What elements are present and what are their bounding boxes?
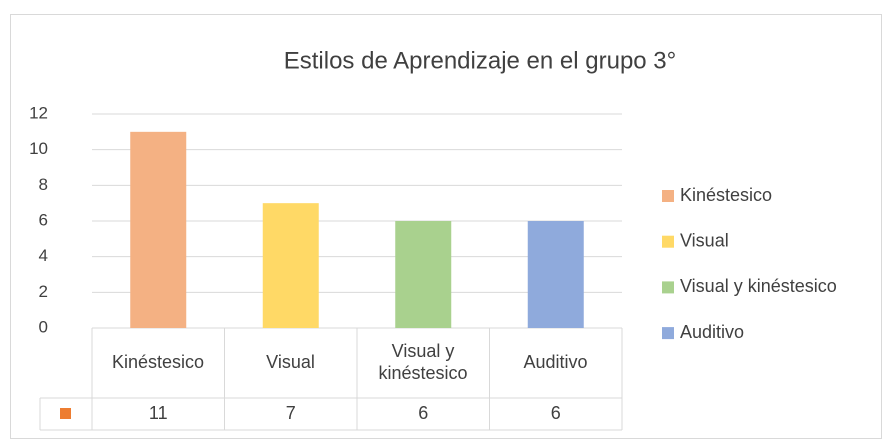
legend-label: Auditivo [680, 322, 744, 342]
y-tick-label: 0 [39, 317, 48, 336]
y-tick-label: 4 [39, 246, 48, 265]
legend-key [662, 327, 674, 340]
legend-label: Visual [680, 230, 729, 250]
y-tick-label: 8 [39, 175, 48, 194]
x-tick-label-box: Auditivo [523, 352, 588, 373]
x-tick-label: Visual [266, 352, 315, 373]
bar [527, 221, 584, 328]
bar [395, 221, 452, 328]
x-tick-label: Kinéstesico [111, 352, 205, 373]
table-value: 11 [149, 403, 168, 423]
table-key [60, 408, 71, 419]
y-tick-label: 2 [39, 282, 48, 301]
table-value: 6 [418, 403, 428, 423]
chart-title: Estilos de Aprendizaje en el grupo 3° [284, 47, 677, 74]
x-tick-label: Visual y kinéstesico [378, 341, 468, 383]
legend-key [662, 281, 674, 294]
x-tick-label-box: Visual [266, 352, 315, 373]
x-tick-label-box: Kinéstesico [111, 352, 205, 373]
table-value: 6 [551, 403, 561, 423]
y-tick-label: 10 [29, 139, 48, 158]
legend-label: Visual y kinéstesico [680, 276, 837, 296]
legend-label: Kinéstesico [680, 185, 772, 205]
y-tick-label: 6 [39, 210, 48, 229]
legend-key [662, 235, 674, 248]
y-tick-label: 12 [29, 103, 48, 122]
x-tick-label-box: Visual y kinéstesico [378, 341, 468, 383]
bar [262, 203, 319, 328]
legend-key [662, 190, 674, 202]
table-value: 7 [286, 403, 296, 423]
bar [130, 131, 187, 328]
x-tick-label: Auditivo [523, 352, 588, 373]
